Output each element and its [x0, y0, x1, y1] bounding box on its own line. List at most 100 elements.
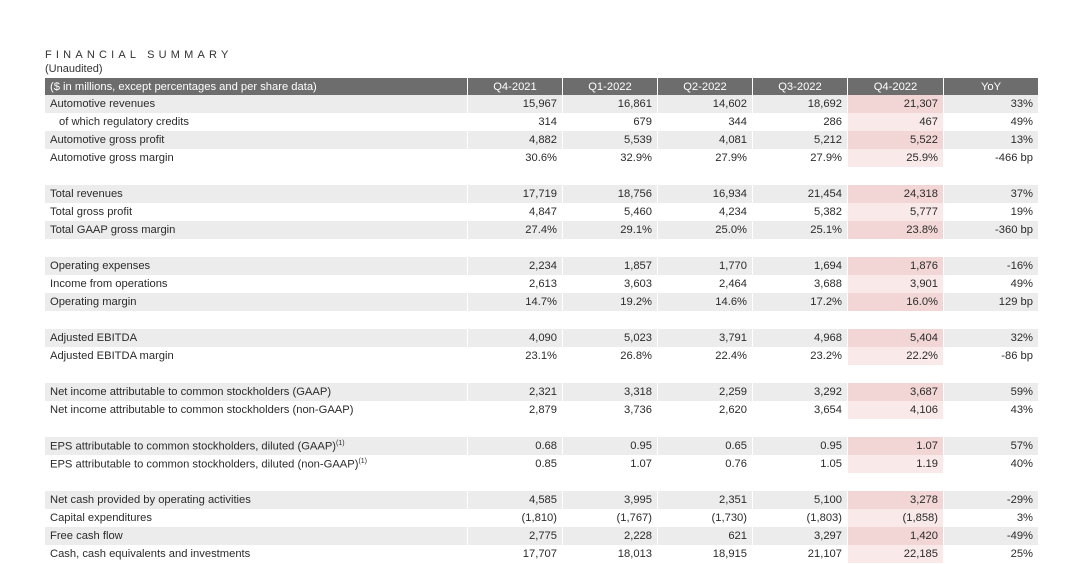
row-label: Operating expenses [45, 257, 468, 275]
row-label-text: Automotive gross margin [50, 152, 174, 164]
value-cell: 21,307 [848, 95, 944, 113]
value-cell: 314 [468, 113, 563, 131]
table-row: Automotive revenues 15,967 16,861 14,602 18,… [45, 95, 1039, 113]
value-cell: 25.0% [658, 221, 753, 239]
row-label: Cash, cash equivalents and investments [45, 545, 468, 563]
value-cell: 2,620 [658, 401, 753, 419]
value-cell: 2,879 [468, 401, 563, 419]
section-spacer [45, 473, 1039, 491]
value-cell: 14.7% [468, 293, 563, 311]
row-label-text: Adjusted EBITDA margin [50, 350, 174, 362]
row-label-text: Total GAAP gross margin [50, 224, 176, 236]
yoy-cell: 40% [944, 455, 1039, 473]
yoy-cell: -360 bp [944, 221, 1039, 239]
row-label-text: of which regulatory credits [59, 116, 189, 128]
row-label: Total GAAP gross margin [45, 221, 468, 239]
value-cell: (1,858) [848, 509, 944, 527]
table-row: Cash, cash equivalents and investments 17… [45, 545, 1039, 563]
row-label: Capital expenditures [45, 509, 468, 527]
value-cell: 18,692 [753, 95, 848, 113]
page-title: FINANCIAL SUMMARY [45, 49, 233, 61]
table-header-row: ($ in millions, except percentages and p… [45, 78, 1039, 95]
table-row: Total gross profit 4,847 5,460 4,234 5,382 5,… [45, 203, 1039, 221]
value-cell: 24,318 [848, 185, 944, 203]
value-cell: 3,995 [563, 491, 658, 509]
table-body: Automotive revenues 15,967 16,861 14,602 18,… [45, 95, 1039, 563]
value-cell: 0.68 [468, 437, 563, 455]
value-cell: 1.07 [563, 455, 658, 473]
section-spacer [45, 167, 1039, 185]
table-header-column: Q1-2022 [563, 78, 658, 95]
yoy-cell: 43% [944, 401, 1039, 419]
row-label: Operating margin [45, 293, 468, 311]
row-label-text: Automotive revenues [50, 98, 156, 110]
table-row: Total revenues 17,719 18,756 16,934 21,454 24… [45, 185, 1039, 203]
table-header-column: Q2-2022 [658, 78, 753, 95]
row-label-text: Adjusted EBITDA [50, 332, 138, 344]
table-header-units: ($ in millions, except percentages and p… [45, 78, 468, 95]
table-row: of which regulatory credits 314 679 344 286 4… [45, 113, 1039, 131]
yoy-cell: 57% [944, 437, 1039, 455]
table-row: Automotive gross profit 4,882 5,539 4,081 5,… [45, 131, 1039, 149]
yoy-cell: 49% [944, 113, 1039, 131]
table-row: Income from operations 2,613 3,603 2,464 3,6… [45, 275, 1039, 293]
value-cell: 467 [848, 113, 944, 131]
value-cell: 18,013 [563, 545, 658, 563]
table-row: Free cash flow 2,775 2,228 621 3,297 1,420 -49… [45, 527, 1039, 545]
value-cell: 22.4% [658, 347, 753, 365]
value-cell: 1,857 [563, 257, 658, 275]
value-cell: 27.9% [658, 149, 753, 167]
yoy-cell: 25% [944, 545, 1039, 563]
value-cell: 3,654 [753, 401, 848, 419]
row-label-text: EPS attributable to common stockholders,… [50, 440, 337, 453]
footnote-marker: (1) [336, 439, 345, 447]
value-cell: 3,736 [563, 401, 658, 419]
row-label: Net income attributable to common stockh… [45, 383, 468, 401]
value-cell: 621 [658, 527, 753, 545]
value-cell: (1,803) [753, 509, 848, 527]
value-cell: (1,767) [563, 509, 658, 527]
value-cell: 5,023 [563, 329, 658, 347]
value-cell: 2,613 [468, 275, 563, 293]
row-label-text: EPS attributable to common stockholders,… [50, 458, 359, 471]
yoy-cell: -86 bp [944, 347, 1039, 365]
yoy-cell: 13% [944, 131, 1039, 149]
yoy-cell: 33% [944, 95, 1039, 113]
value-cell: 4,081 [658, 131, 753, 149]
financial-summary-table: ($ in millions, except percentages and p… [45, 78, 1039, 563]
value-cell: 5,100 [753, 491, 848, 509]
table-row: Total GAAP gross margin 27.4% 29.1% 25.0% 25… [45, 221, 1039, 239]
yoy-cell: -29% [944, 491, 1039, 509]
row-label-text: Total gross profit [50, 206, 133, 218]
value-cell: 14.6% [658, 293, 753, 311]
section-spacer [45, 311, 1039, 329]
value-cell: 4,968 [753, 329, 848, 347]
row-label-text: Net income attributable to common stockh… [50, 404, 354, 416]
table-header-column: Q3-2022 [753, 78, 848, 95]
value-cell: 14,602 [658, 95, 753, 113]
value-cell: 679 [563, 113, 658, 131]
value-cell: 16,934 [658, 185, 753, 203]
value-cell: 4,106 [848, 401, 944, 419]
value-cell: (1,810) [468, 509, 563, 527]
value-cell: 4,234 [658, 203, 753, 221]
row-label: Total gross profit [45, 203, 468, 221]
value-cell: 1,694 [753, 257, 848, 275]
value-cell: 1.19 [848, 455, 944, 473]
row-label: Automotive revenues [45, 95, 468, 113]
value-cell: 5,522 [848, 131, 944, 149]
yoy-cell: -16% [944, 257, 1039, 275]
value-cell: 2,321 [468, 383, 563, 401]
value-cell: 23.2% [753, 347, 848, 365]
row-label-text: Operating expenses [50, 260, 151, 272]
table-row: Automotive gross margin 30.6% 32.9% 27.9% 27… [45, 149, 1039, 167]
value-cell: 5,460 [563, 203, 658, 221]
value-cell: 27.4% [468, 221, 563, 239]
value-cell: 5,382 [753, 203, 848, 221]
value-cell: 22,185 [848, 545, 944, 563]
row-label: Adjusted EBITDA [45, 329, 468, 347]
row-label: Net cash provided by operating activitie… [45, 491, 468, 509]
value-cell: 18,756 [563, 185, 658, 203]
table-row: Adjusted EBITDA 4,090 5,023 3,791 4,968 5,404… [45, 329, 1039, 347]
value-cell: 18,915 [658, 545, 753, 563]
